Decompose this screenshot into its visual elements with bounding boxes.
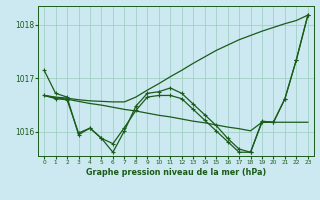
X-axis label: Graphe pression niveau de la mer (hPa): Graphe pression niveau de la mer (hPa) — [86, 168, 266, 177]
